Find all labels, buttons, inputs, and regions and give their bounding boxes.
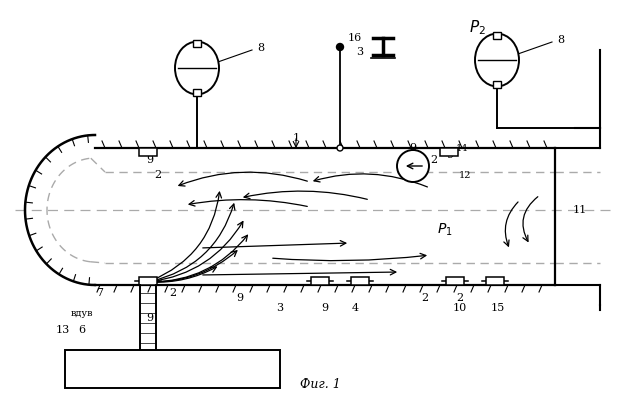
- Text: 3: 3: [276, 303, 284, 313]
- Text: 2: 2: [431, 155, 438, 165]
- Bar: [493, 32, 501, 39]
- Text: 2: 2: [154, 170, 161, 180]
- Text: 1: 1: [292, 133, 300, 143]
- Text: 9: 9: [447, 150, 454, 160]
- Bar: [193, 89, 201, 96]
- Text: 14: 14: [456, 143, 468, 152]
- Text: 16: 16: [348, 33, 362, 43]
- Text: 8: 8: [257, 43, 264, 53]
- Text: 6: 6: [79, 325, 86, 335]
- Text: 15: 15: [491, 303, 505, 313]
- Text: 12: 12: [459, 171, 471, 179]
- Bar: [139, 148, 157, 156]
- Text: 9: 9: [410, 143, 417, 153]
- Bar: [351, 277, 369, 285]
- Text: 5: 5: [168, 363, 177, 376]
- Text: 9: 9: [147, 313, 154, 323]
- Bar: [440, 148, 458, 156]
- Bar: [139, 277, 157, 285]
- Ellipse shape: [175, 41, 219, 94]
- Text: $P_1$: $P_1$: [437, 222, 453, 238]
- Circle shape: [337, 43, 344, 51]
- Text: $P_2$: $P_2$: [468, 19, 485, 38]
- Text: 2: 2: [456, 293, 463, 303]
- Text: 4: 4: [351, 303, 358, 313]
- Text: 9: 9: [236, 293, 244, 303]
- Bar: [311, 277, 329, 285]
- Text: 8: 8: [557, 35, 564, 45]
- Bar: [493, 81, 501, 88]
- Text: 11: 11: [573, 205, 587, 215]
- Text: вдув: вдув: [71, 308, 93, 318]
- Text: 2: 2: [421, 293, 429, 303]
- Bar: [446, 277, 464, 285]
- Bar: [486, 277, 504, 285]
- Bar: [193, 40, 201, 47]
- Text: 10: 10: [453, 303, 467, 313]
- Text: 13: 13: [56, 325, 70, 335]
- Text: 9: 9: [321, 303, 328, 313]
- Text: 9: 9: [147, 155, 154, 165]
- Text: 3: 3: [356, 47, 364, 57]
- Text: Фиг. 1: Фиг. 1: [300, 378, 340, 391]
- Ellipse shape: [475, 34, 519, 87]
- Bar: [65, 350, 280, 388]
- Text: 2: 2: [170, 288, 177, 298]
- Text: 7: 7: [97, 288, 104, 298]
- Circle shape: [397, 150, 429, 182]
- Circle shape: [337, 145, 343, 151]
